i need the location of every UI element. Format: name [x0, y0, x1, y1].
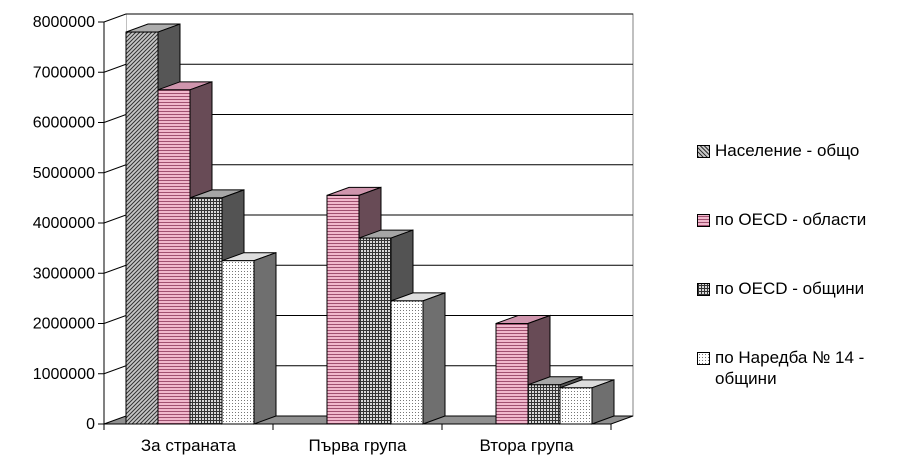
- bar-side: [422, 292, 446, 425]
- bar: [125, 31, 159, 425]
- x-category-labels: За страната Първа група Втора група: [141, 436, 574, 455]
- bar-side: [591, 379, 615, 425]
- gridline-side: [103, 264, 127, 274]
- gridline-side: [103, 214, 127, 224]
- x-category-label: Втора група: [479, 436, 574, 455]
- legend-swatch-oecd-regions: [697, 214, 710, 227]
- y-tick-label: 0: [86, 416, 95, 433]
- bar: [559, 387, 593, 425]
- bar: [390, 300, 424, 425]
- y-tick-labels: 0 1000000 2000000 3000000 4000000 5000000 6000…: [33, 14, 95, 433]
- legend-swatch-population-total: [697, 145, 710, 158]
- bar: [326, 194, 360, 425]
- legend-item-regulation-14: по Наредба № 14 - общини: [697, 347, 905, 389]
- gridline-side: [103, 164, 127, 174]
- y-tick-label: 6000000: [33, 115, 95, 132]
- y-axis: [98, 21, 612, 430]
- gridline-side: [103, 365, 127, 375]
- legend-label-oecd-municipalities: по OECD - общини: [715, 279, 865, 298]
- y-tick-label: 8000000: [33, 14, 95, 31]
- y-tick-label: 1000000: [33, 366, 95, 383]
- legend-item-oecd-municipalities: по OECD - общини: [697, 278, 905, 299]
- y-tick-label: 4000000: [33, 215, 95, 232]
- y-tick-label: 3000000: [33, 265, 95, 282]
- legend-swatch-oecd-municipalities: [697, 283, 710, 296]
- bar: [189, 197, 223, 425]
- y-tick-label: 5000000: [33, 165, 95, 182]
- legend-swatch-regulation-14: [697, 352, 710, 365]
- bar: [495, 323, 529, 425]
- gridline-side: [103, 13, 127, 23]
- y-tick-label: 7000000: [33, 64, 95, 81]
- bar-side: [253, 251, 277, 425]
- gridline-side: [103, 63, 127, 73]
- gridline-side: [103, 114, 127, 123]
- legend-item-population-total: Население - общо: [697, 140, 905, 161]
- bar: [358, 237, 392, 425]
- y-tick-label: 2000000: [33, 316, 95, 333]
- legend-label-regulation-14: по Наредба № 14 - общини: [715, 348, 865, 388]
- bar: [157, 89, 191, 425]
- x-category-label: Първа група: [309, 436, 407, 455]
- gridline-side: [103, 315, 127, 324]
- bar: [527, 384, 561, 425]
- bar: [221, 260, 255, 425]
- legend-label-population-total: Население - общо: [715, 141, 860, 160]
- x-category-label: За страната: [141, 436, 237, 455]
- legend-item-oecd-regions: по OECD - области: [697, 209, 905, 230]
- bars: [125, 23, 615, 425]
- legend-label-oecd-regions: по OECD - области: [715, 210, 867, 229]
